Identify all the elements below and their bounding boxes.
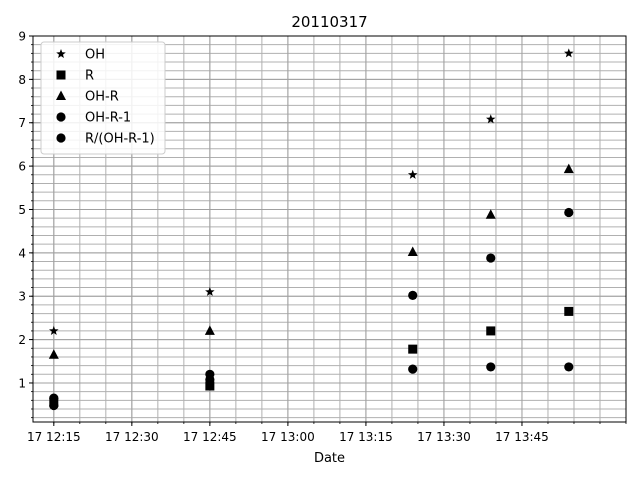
data-point	[408, 290, 418, 300]
legend-marker	[56, 90, 66, 100]
x-tick-label: 17 12:15	[27, 430, 81, 444]
legend-label: OH-R	[85, 90, 119, 105]
data-point	[205, 286, 215, 296]
legend-label: R	[85, 69, 94, 84]
data-point	[486, 253, 496, 263]
y-tick-label: 8	[18, 73, 26, 87]
data-point	[48, 349, 59, 359]
data-point	[486, 326, 496, 336]
legend-label: R/(OH-R-1)	[85, 132, 155, 147]
data-point	[564, 306, 574, 316]
data-point	[407, 246, 418, 256]
data-point	[486, 114, 496, 124]
legend-marker	[56, 112, 66, 122]
x-tick-label: 17 13:15	[339, 430, 393, 444]
data-point	[485, 209, 496, 219]
data-point	[564, 207, 574, 218]
y-tick-label: 4	[18, 246, 26, 260]
y-tick-label: 2	[18, 333, 26, 347]
data-point	[407, 169, 418, 179]
x-axis-label: Date	[314, 451, 345, 466]
legend-label: OH	[85, 48, 105, 63]
data-point	[205, 374, 215, 385]
data-point	[204, 325, 215, 335]
data-point	[564, 48, 574, 58]
data-points	[48, 48, 574, 411]
data-point	[49, 400, 59, 411]
plot-frame	[32, 35, 627, 423]
axis-ticks: 17 12:15 17 12:30 17 12:45 17 13:00 17 13:15…	[18, 30, 627, 444]
data-point	[408, 344, 418, 354]
y-tick-label: 3	[18, 290, 26, 304]
legend: OH R OH-R OH-R-1 R/(OH-R-1)	[40, 41, 166, 155]
y-tick-label: 5	[18, 203, 26, 217]
legend-marker	[56, 70, 66, 80]
legend-label: OH-R-1	[85, 111, 131, 126]
data-point	[205, 381, 215, 391]
data-point	[564, 362, 574, 372]
chart-title: 20110317	[291, 13, 367, 31]
data-point	[408, 364, 418, 374]
legend-marker	[56, 133, 66, 143]
x-tick-label: 17 13:30	[417, 430, 471, 444]
x-tick-label: 17 12:30	[105, 430, 159, 444]
x-tick-label: 17 13:00	[261, 430, 315, 444]
data-point	[49, 393, 59, 403]
y-tick-label: 6	[18, 160, 26, 174]
data-point	[486, 362, 496, 372]
x-tick-label: 17 13:45	[495, 430, 549, 444]
legend-box	[40, 41, 166, 155]
data-point	[49, 325, 59, 335]
y-tick-label: 7	[18, 116, 26, 130]
y-tick-label: 1	[18, 376, 26, 390]
x-tick-label: 17 12:45	[183, 430, 237, 444]
legend-marker	[56, 49, 66, 59]
y-tick-label: 9	[18, 30, 26, 44]
data-point	[563, 163, 574, 174]
